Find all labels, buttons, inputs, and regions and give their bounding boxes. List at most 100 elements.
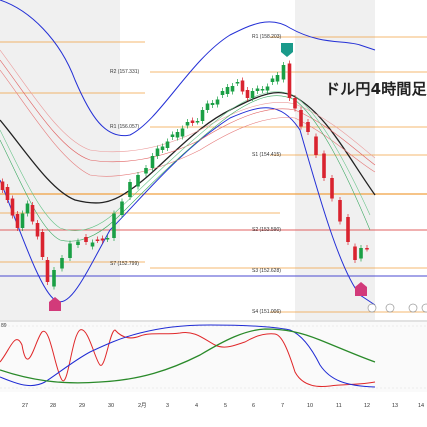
candle-body <box>306 122 310 132</box>
ribbon-green-1 <box>0 95 371 242</box>
level-label-s4: S4 (151.006) <box>252 309 281 315</box>
osc-green-line <box>0 328 376 384</box>
candle-body <box>346 217 350 242</box>
candle-body <box>95 239 100 241</box>
ribbon-red-2 <box>0 69 376 177</box>
candle-body <box>255 88 260 91</box>
candle-body <box>230 86 235 92</box>
candle-body <box>35 223 40 237</box>
candle-body <box>170 134 175 137</box>
x-tick-label: 2月 <box>138 402 147 409</box>
candle-body <box>165 141 170 148</box>
x-tick-label: 13 <box>392 403 398 409</box>
low-marker-left <box>49 297 61 311</box>
candle-body <box>287 63 292 98</box>
candle-body <box>353 246 357 260</box>
candle-body <box>180 128 185 137</box>
level-label-r3: R1 (156.057) <box>110 124 140 130</box>
oscillator-panel: 89 <box>0 320 427 389</box>
candle-body <box>30 205 35 222</box>
osc-blue-line <box>0 324 376 388</box>
candle-body <box>90 242 95 247</box>
candle-body <box>314 136 318 155</box>
candle-body <box>215 99 220 105</box>
ribbon-red-3 <box>0 49 376 159</box>
indicator-lines <box>0 0 376 306</box>
candle-body <box>265 86 270 91</box>
level-label-s2: S2 (153.590) <box>252 227 281 233</box>
bb-upper-band <box>0 0 376 137</box>
candle-body <box>60 258 64 269</box>
candle-body <box>10 198 15 216</box>
candle-body <box>200 110 205 121</box>
candle-body <box>52 270 56 287</box>
candle-body <box>160 146 165 150</box>
moving-average <box>0 91 376 204</box>
event-icon-3 <box>408 303 418 313</box>
candle-body <box>40 232 45 257</box>
osc-red-line <box>0 329 376 388</box>
candle-body <box>365 248 369 250</box>
candle-body <box>150 156 155 168</box>
candlesticks <box>0 60 369 290</box>
candle-body <box>275 75 280 82</box>
candle-body <box>338 200 342 222</box>
candle-body <box>144 168 148 174</box>
x-tick-label: 10 <box>307 403 313 409</box>
markers <box>49 43 427 313</box>
x-tick-label: 11 <box>336 403 342 409</box>
chart-title: ドル円4時間足 <box>325 80 427 98</box>
level-label-s1: S1 (154.415) <box>252 152 281 158</box>
candle-body <box>45 260 50 282</box>
candle-body <box>235 82 240 84</box>
candle-body <box>112 213 116 238</box>
x-axis: 27 28 29 30 2月 3 4 5 6 7 10 11 12 13 14 <box>22 402 424 409</box>
candle-body <box>260 89 265 91</box>
candle-body <box>299 110 303 127</box>
candle-body <box>155 148 160 156</box>
candle-body <box>293 98 297 109</box>
candle-body <box>330 178 334 199</box>
event-icon-1 <box>367 303 377 313</box>
level-label-r1: R1 (158.203) <box>252 34 282 40</box>
candle-body <box>322 153 326 178</box>
x-tick-label: 7 <box>281 403 284 409</box>
candle-body <box>281 65 286 80</box>
candle-body <box>136 175 140 187</box>
candle-body <box>15 214 20 228</box>
candle-body <box>205 103 210 110</box>
x-tick-label: 6 <box>252 403 255 409</box>
candle-body <box>250 91 255 98</box>
top-marker <box>281 43 293 57</box>
candle-body <box>105 238 110 240</box>
session-shade-right <box>295 0 375 320</box>
bb-lower-band <box>0 107 376 306</box>
oscillator-label: 89 <box>1 323 7 329</box>
candle-body <box>245 90 250 98</box>
candle-body <box>240 80 245 92</box>
candle-body <box>128 182 132 197</box>
candle-body <box>195 121 200 123</box>
candle-body <box>190 120 195 123</box>
x-tick-label: 30 <box>108 403 114 409</box>
candle-body <box>270 78 275 82</box>
candle-body <box>225 87 230 94</box>
candle-body <box>120 201 124 215</box>
low-marker-right <box>355 282 367 296</box>
candle-body <box>175 132 180 138</box>
x-tick-label: 27 <box>22 403 28 409</box>
ribbon-green-2 <box>0 91 371 231</box>
candle-body <box>20 213 25 228</box>
candle-body <box>220 91 225 95</box>
x-tick-label: 4 <box>195 403 198 409</box>
candle-body <box>68 243 72 258</box>
ribbon-red-1 <box>0 59 376 166</box>
candle-body <box>5 187 10 200</box>
session-shade-left <box>0 0 120 320</box>
level-labels: R1 (158.203) R2 (157.331) R1 (156.057) S… <box>110 34 282 315</box>
candle-body <box>0 181 5 190</box>
candle-body <box>25 203 30 214</box>
x-tick-label: 3 <box>166 403 169 409</box>
candle-body <box>100 238 105 241</box>
